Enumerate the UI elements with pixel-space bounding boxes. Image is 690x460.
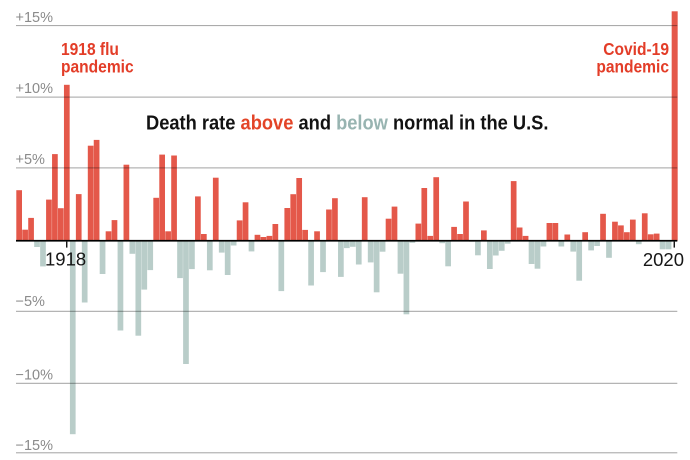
svg-text:−5%: −5% [16,294,46,310]
svg-text:+10%: +10% [16,81,54,97]
svg-text:pandemic: pandemic [596,57,669,77]
svg-text:−10%: −10% [16,368,54,384]
svg-text:+15%: +15% [16,10,54,26]
svg-text:−15%: −15% [16,438,54,454]
svg-text:pandemic: pandemic [61,57,134,77]
svg-text:Covid-19: Covid-19 [603,39,669,59]
svg-text:1918 flu: 1918 flu [61,39,119,59]
svg-text:Death rate above and below nor: Death rate above and below normal in the… [146,113,548,135]
svg-text:2020: 2020 [643,249,684,270]
svg-text:1918: 1918 [45,248,86,269]
svg-text:+5%: +5% [16,152,46,168]
